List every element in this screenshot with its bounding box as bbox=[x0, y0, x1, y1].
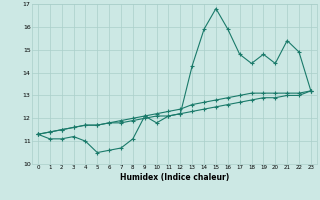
X-axis label: Humidex (Indice chaleur): Humidex (Indice chaleur) bbox=[120, 173, 229, 182]
